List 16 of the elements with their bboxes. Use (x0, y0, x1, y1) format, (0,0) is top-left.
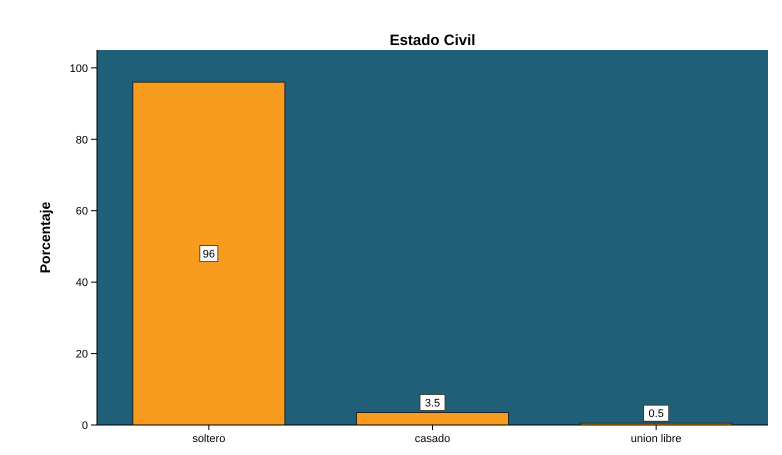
x-tick-label: casado (414, 433, 450, 445)
bar (356, 412, 510, 426)
x-tick-label: soltero (192, 433, 226, 445)
data-label: 0.5 (648, 408, 664, 420)
bar (132, 82, 286, 426)
y-tick-label: 40 (76, 277, 88, 290)
y-tick-label: 100 (70, 62, 88, 75)
data-label: 96 (202, 248, 215, 261)
data-label: 3.5 (424, 398, 440, 410)
y-tick-label: 60 (76, 206, 88, 218)
y-axis-title: Porcentaje (37, 201, 53, 274)
y-tick-label: 20 (76, 348, 88, 361)
y-tick-label: 80 (76, 134, 88, 146)
chart-title: Estado Civil (390, 32, 476, 49)
x-tick-label: union libre (630, 433, 682, 445)
y-tick-label: 0 (82, 420, 88, 432)
